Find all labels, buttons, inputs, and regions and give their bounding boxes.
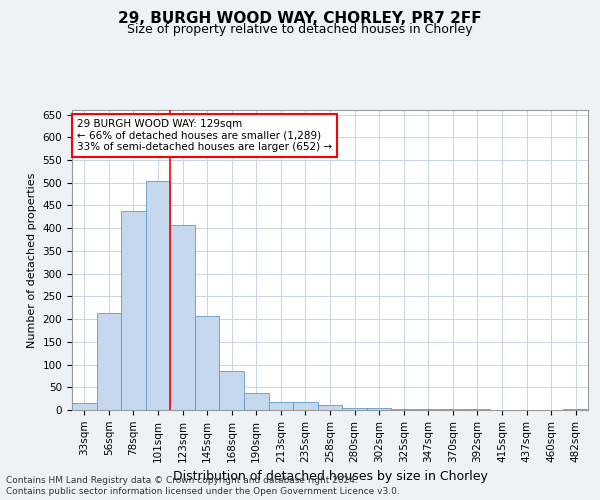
Bar bbox=[293, 402, 318, 410]
Bar bbox=[244, 392, 269, 410]
Text: Contains public sector information licensed under the Open Government Licence v3: Contains public sector information licen… bbox=[6, 487, 400, 496]
Bar bbox=[146, 182, 170, 410]
X-axis label: Distribution of detached houses by size in Chorley: Distribution of detached houses by size … bbox=[173, 470, 487, 483]
Text: 29 BURGH WOOD WAY: 129sqm
← 66% of detached houses are smaller (1,289)
33% of se: 29 BURGH WOOD WAY: 129sqm ← 66% of detac… bbox=[77, 119, 332, 152]
Bar bbox=[318, 406, 342, 410]
Bar bbox=[170, 225, 195, 410]
Bar bbox=[391, 408, 416, 410]
Text: Size of property relative to detached houses in Chorley: Size of property relative to detached ho… bbox=[127, 24, 473, 36]
Text: Contains HM Land Registry data © Crown copyright and database right 2024.: Contains HM Land Registry data © Crown c… bbox=[6, 476, 358, 485]
Bar bbox=[121, 212, 146, 410]
Bar bbox=[440, 409, 465, 410]
Bar bbox=[367, 408, 391, 410]
Bar bbox=[269, 402, 293, 410]
Bar bbox=[465, 409, 490, 410]
Bar bbox=[195, 316, 220, 410]
Bar bbox=[563, 408, 588, 410]
Bar bbox=[97, 313, 121, 410]
Y-axis label: Number of detached properties: Number of detached properties bbox=[27, 172, 37, 348]
Bar bbox=[220, 372, 244, 410]
Bar bbox=[416, 409, 440, 410]
Bar bbox=[72, 403, 97, 410]
Bar bbox=[342, 408, 367, 410]
Text: 29, BURGH WOOD WAY, CHORLEY, PR7 2FF: 29, BURGH WOOD WAY, CHORLEY, PR7 2FF bbox=[118, 11, 482, 26]
